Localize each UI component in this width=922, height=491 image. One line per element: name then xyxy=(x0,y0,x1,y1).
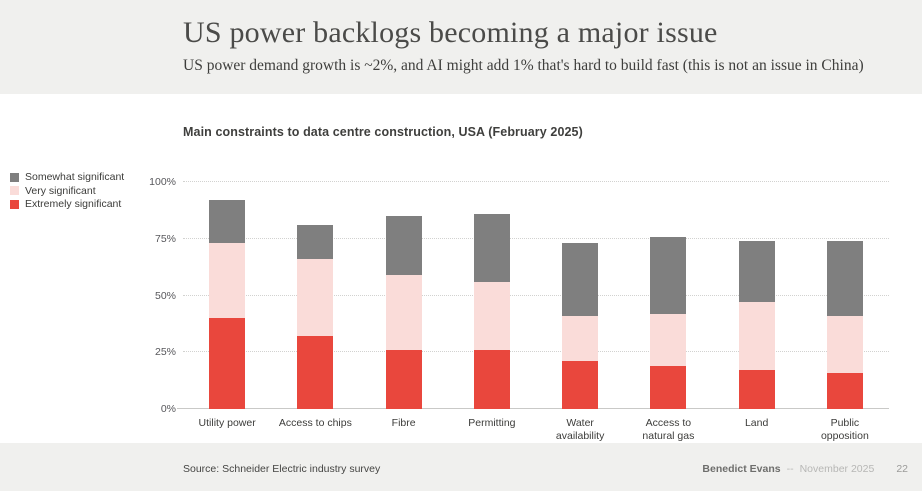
x-axis-label-fibre: Fibre xyxy=(391,417,416,429)
legend-swatch-icon xyxy=(10,186,19,196)
segment-very-significant xyxy=(209,243,246,319)
stacked-bar xyxy=(473,182,510,409)
stacked-bar xyxy=(650,182,687,409)
gridline-100 xyxy=(183,181,889,182)
chart-title: Main constraints to data centre construc… xyxy=(183,125,583,139)
y-tick-label: 50% xyxy=(154,289,176,302)
x-axis-line xyxy=(177,408,889,409)
gridline-50 xyxy=(183,294,889,296)
segment-extremely-significant xyxy=(385,349,422,409)
segment-extremely-significant xyxy=(562,361,599,409)
segment-extremely-significant xyxy=(473,349,510,409)
segment-very-significant xyxy=(385,275,422,350)
segment-somewhat-significant xyxy=(738,241,775,303)
legend-item-extremely-significant: Extremely significant xyxy=(10,199,124,210)
slide-subtitle: US power demand growth is ~2%, and AI mi… xyxy=(183,57,864,74)
legend-label: Very significant xyxy=(25,184,96,197)
segment-very-significant xyxy=(473,281,510,350)
x-axis-labels: Utility power Access to chips Fibre Permitt… xyxy=(183,417,889,443)
page-number: 22 xyxy=(896,463,908,475)
segment-extremely-significant xyxy=(297,336,334,409)
y-tick-label: 100% xyxy=(149,176,176,188)
bar-permitting xyxy=(448,182,536,409)
source-note: Source: Schneider Electric industry surv… xyxy=(183,463,381,475)
footer-date: November 2025 xyxy=(799,463,875,475)
segment-extremely-significant xyxy=(738,370,775,409)
segment-somewhat-significant xyxy=(826,241,863,316)
segment-somewhat-significant xyxy=(385,216,422,276)
stacked-bar xyxy=(562,182,599,409)
gridline-75 xyxy=(183,237,889,239)
segment-very-significant xyxy=(562,315,599,362)
legend-swatch-icon xyxy=(10,172,19,182)
segment-very-significant xyxy=(738,302,775,371)
stacked-bar xyxy=(385,182,422,409)
footer-separator: -- xyxy=(786,463,794,475)
x-axis-label-land: Land xyxy=(744,417,769,429)
slide-footer: Source: Schneider Electric industry surv… xyxy=(0,443,922,491)
segment-somewhat-significant xyxy=(209,200,246,244)
chart-legend: Somewhat significant Very significant Extr… xyxy=(10,172,124,213)
bar-fibre xyxy=(360,182,448,409)
bar-utility-power xyxy=(183,182,271,409)
x-axis-label-access-to-chips: Access to chips xyxy=(278,417,352,429)
segment-somewhat-significant xyxy=(650,236,687,314)
author-name: Benedict Evans xyxy=(702,463,781,475)
x-axis-label-water-availability: Water availability xyxy=(555,417,605,442)
legend-label: Somewhat significant xyxy=(25,171,125,183)
y-tick-label: 25% xyxy=(154,346,176,359)
stacked-bar xyxy=(297,182,334,409)
segment-extremely-significant xyxy=(209,318,246,409)
bar-access-to-natural-gas xyxy=(624,182,712,409)
bar-access-to-chips xyxy=(271,182,359,409)
gridline-25 xyxy=(183,351,889,353)
plot-area: 0% 25% 50% 75% 100% xyxy=(149,176,889,415)
stacked-bar xyxy=(738,182,775,409)
x-axis-label-access-to-natural-gas: Access to natural gas xyxy=(642,417,695,442)
bar-public-opposition xyxy=(801,182,889,409)
legend-item-somewhat-significant: Somewhat significant xyxy=(10,172,124,183)
stacked-bar xyxy=(826,182,863,409)
segment-very-significant xyxy=(650,313,687,366)
footer-right: Benedict Evans -- November 2025 22 xyxy=(702,463,908,475)
segment-somewhat-significant xyxy=(562,243,599,316)
bars-container xyxy=(183,182,889,409)
legend-item-very-significant: Very significant xyxy=(10,184,124,197)
slide-title: US power backlogs becoming a major issue xyxy=(183,16,718,49)
y-tick-label: 0% xyxy=(160,403,176,415)
slide-header: US power backlogs becoming a major issue… xyxy=(0,0,922,94)
segment-extremely-significant xyxy=(650,365,687,409)
y-tick-label: 75% xyxy=(154,232,176,245)
segment-somewhat-significant xyxy=(473,213,510,282)
bar-land xyxy=(713,182,801,409)
x-axis-label-permitting: Permitting xyxy=(468,417,516,429)
legend-label: Extremely significant xyxy=(25,198,122,210)
segment-extremely-significant xyxy=(826,372,863,409)
x-axis-label-utility-power: Utility power xyxy=(198,417,256,429)
bar-water-availability xyxy=(536,182,624,409)
segment-somewhat-significant xyxy=(297,225,334,260)
stacked-bar xyxy=(209,182,246,409)
x-axis-label-public-opposition: Public opposition xyxy=(820,417,869,442)
segment-very-significant xyxy=(297,259,334,337)
segment-very-significant xyxy=(826,315,863,373)
legend-swatch-icon xyxy=(10,199,19,209)
